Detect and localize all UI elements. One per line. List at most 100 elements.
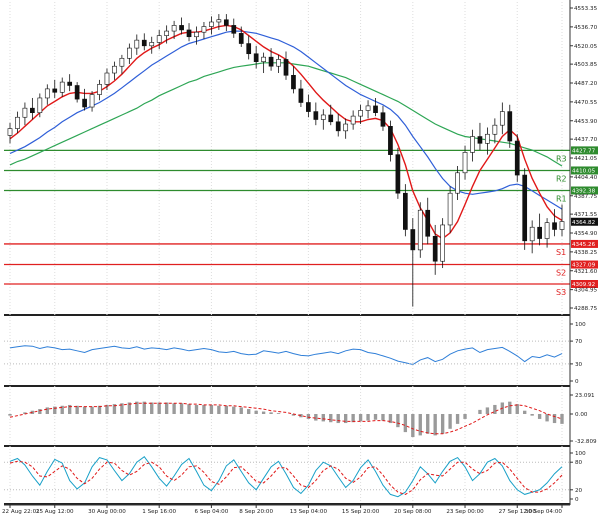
x-tick-label: 20 Sep 08:00 — [394, 509, 432, 515]
candle-body — [112, 65, 117, 74]
candle-body — [149, 42, 155, 47]
candle-body — [529, 226, 535, 242]
level-tag-r1 — [571, 186, 598, 195]
candle-body — [253, 53, 259, 62]
candle-body — [164, 30, 169, 36]
candle-body — [410, 229, 416, 251]
x-tick-label: 15 Sep 20:00 — [342, 509, 380, 515]
candle-body — [462, 152, 468, 174]
candle-body — [447, 192, 453, 226]
stoch-tick-label: 80 — [575, 460, 583, 466]
stoch-d-line — [9, 460, 563, 495]
y-tick-label: 4536.70 — [574, 25, 598, 31]
candle-body — [291, 74, 296, 90]
candle-body — [499, 111, 505, 126]
candle-body — [15, 116, 20, 129]
candle-body — [67, 81, 73, 86]
rsi-tick-label: 30 — [575, 362, 583, 368]
candle-body — [552, 222, 557, 230]
candle-body — [559, 221, 565, 230]
candle-body — [119, 57, 125, 67]
x-tick-label: 25 Aug 12:00 — [36, 509, 74, 515]
panel-rsi — [4, 320, 570, 385]
candle-body — [22, 107, 28, 118]
y-tick-label: 4487.20 — [574, 81, 598, 87]
candle-body — [104, 72, 110, 85]
panel-main — [4, 2, 570, 314]
candle-body — [44, 88, 50, 99]
candle-body — [127, 47, 132, 59]
candle-body — [507, 111, 513, 142]
level-name-s1: S1 — [556, 248, 566, 257]
stoch-k-line — [9, 456, 563, 498]
level-name-s2: S2 — [556, 269, 566, 278]
x-tick-label: 1 Sep 16:00 — [142, 509, 176, 515]
candle-body — [440, 224, 445, 262]
y-tick-label: 4503.85 — [574, 62, 598, 68]
candle-body — [425, 209, 431, 237]
x-tick-label: 23 Sep 00:00 — [446, 509, 484, 515]
candle-body — [141, 39, 147, 47]
candle-body — [134, 39, 140, 49]
x-tick-label: 30 Sep 04:00 — [525, 509, 563, 515]
level-name-r1: R1 — [556, 195, 567, 204]
level-tag-r2 — [571, 166, 598, 175]
candle-body — [514, 140, 520, 176]
candle-body — [343, 123, 349, 132]
candle-body — [7, 128, 13, 136]
macd-tick-label: 23.091 — [575, 393, 595, 399]
candle-body — [37, 97, 43, 114]
candle-body — [89, 94, 95, 108]
candle-body — [455, 172, 460, 194]
level-name-r2: R2 — [556, 174, 567, 183]
rsi-tick-label: 70 — [575, 339, 583, 345]
candle-body — [171, 25, 177, 32]
macd-tick-label: 0.00 — [575, 412, 588, 418]
candle-body — [246, 43, 252, 55]
candle-body — [52, 88, 58, 93]
candle-body — [380, 112, 386, 127]
level-tag-s2 — [571, 260, 598, 269]
rsi-tick-label: 100 — [575, 322, 586, 328]
y-tick-label: 4387.75 — [574, 194, 598, 200]
level-tag-s1 — [571, 239, 598, 248]
candle-body — [432, 235, 438, 262]
candle-body — [186, 29, 192, 38]
candle-body — [179, 25, 184, 31]
candle-body — [268, 56, 274, 67]
y-tick-label: 4288.75 — [574, 306, 598, 312]
candle-body — [30, 107, 35, 114]
x-tick-label: 8 Sep 20:00 — [239, 509, 273, 515]
macd-signal-line — [9, 402, 563, 435]
level-tag-r3 — [571, 146, 598, 155]
candle-body — [328, 114, 334, 123]
rsi-tick-label: 0 — [575, 379, 579, 385]
current-price-label: 4364.82 — [572, 220, 595, 226]
candle-body — [537, 226, 542, 239]
y-tick-label: 4304.95 — [574, 288, 598, 294]
panel-macd — [4, 391, 570, 445]
candle-body — [231, 25, 237, 34]
candle-body — [522, 174, 528, 242]
candle-body — [335, 121, 341, 132]
y-tick-label: 4421.05 — [574, 156, 598, 162]
level-value-s3: 4309.92 — [572, 282, 595, 288]
candle-body — [365, 105, 371, 111]
candle-body — [320, 114, 326, 120]
candle-body — [492, 124, 498, 135]
candle-body — [485, 133, 490, 144]
macd-tick-label: -32.809 — [575, 439, 597, 445]
candle-body — [544, 222, 550, 239]
level-value-s1: 4345.26 — [572, 242, 596, 248]
candle-body — [306, 102, 311, 112]
candle-body — [402, 192, 408, 230]
x-tick-label: 22 Aug 22:01 — [2, 509, 40, 515]
candle-body — [276, 59, 281, 67]
x-tick-label: 27 Sep 12:00 — [499, 509, 537, 515]
y-tick-label: 4371.55 — [574, 212, 598, 218]
candle-body — [59, 81, 65, 93]
x-tick-label: 13 Sep 04:00 — [290, 509, 328, 515]
y-tick-label: 4321.60 — [574, 269, 598, 275]
